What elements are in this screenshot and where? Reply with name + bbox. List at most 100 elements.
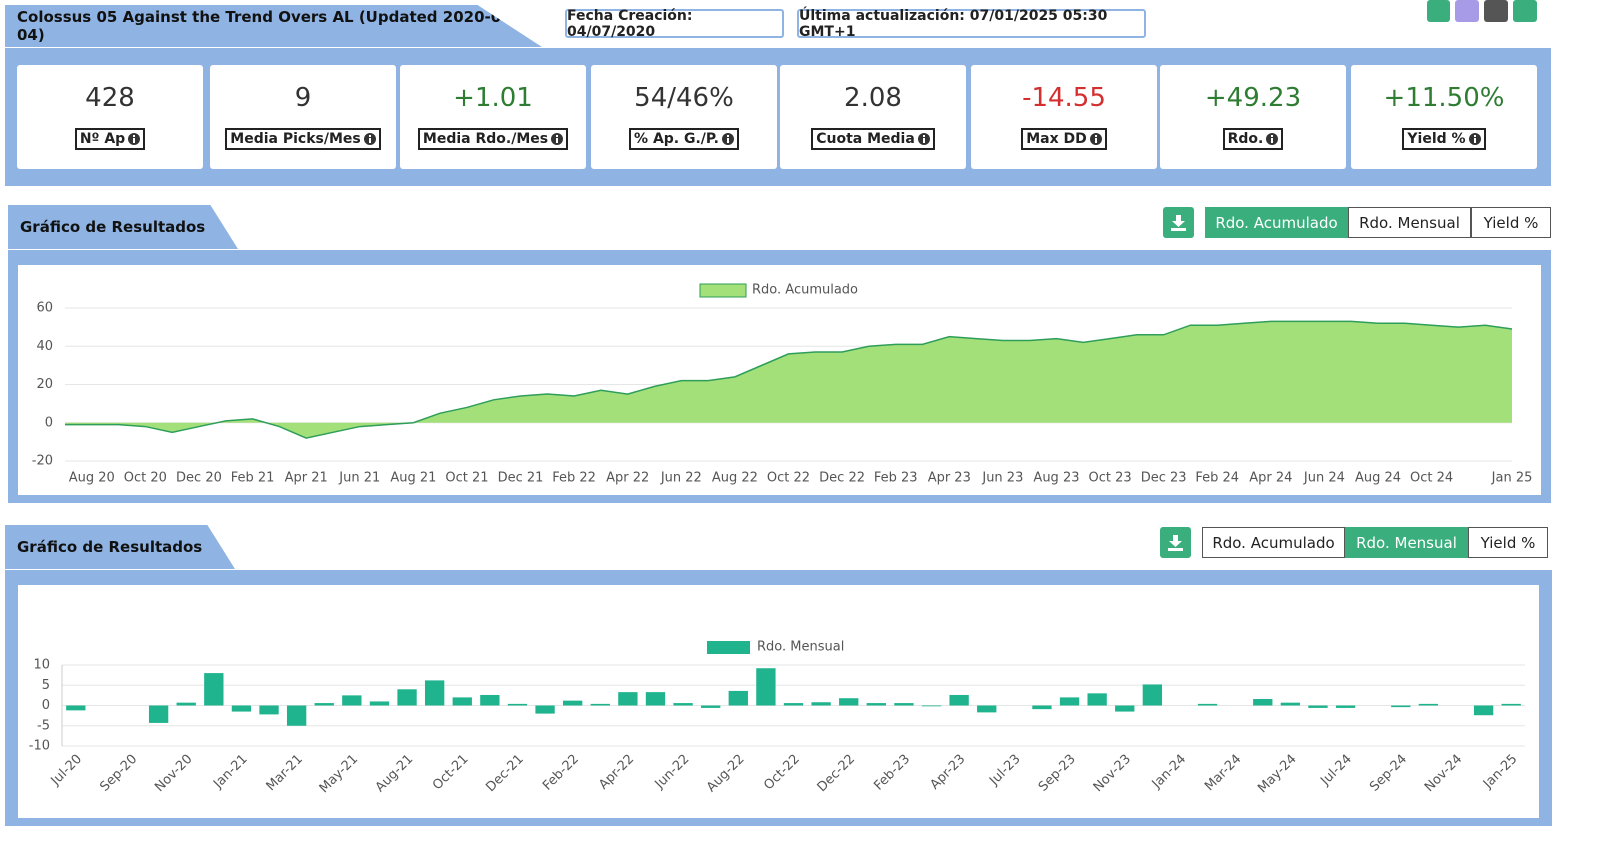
- x-tick-label: Jun 23: [981, 471, 1023, 486]
- download-icon[interactable]: [1513, 0, 1537, 22]
- x-tick-label: Aug 23: [1033, 471, 1079, 486]
- bar: [894, 703, 914, 706]
- x-tick-label: Dec 21: [498, 471, 544, 486]
- stat-label: Cuota Media: [811, 128, 935, 150]
- info-icon[interactable]: [721, 133, 734, 145]
- stat-label: % Ap. G./P.: [629, 128, 739, 150]
- chart-tab-button[interactable]: Rdo. Mensual: [1348, 207, 1471, 238]
- stat-label-text: Cuota Media: [816, 131, 915, 147]
- stat-label-text: % Ap. G./P.: [634, 131, 719, 147]
- download-glyph: [1171, 215, 1186, 231]
- x-tick-label: Oct 23: [1088, 471, 1131, 486]
- info-icon[interactable]: [1468, 133, 1481, 145]
- info-icon[interactable]: [1266, 133, 1279, 145]
- download-button[interactable]: [1163, 207, 1194, 238]
- y-tick-label: -5: [37, 718, 50, 733]
- x-tick-label: Sep-23: [1036, 752, 1079, 795]
- x-tick-label: Apr 23: [928, 471, 971, 486]
- x-tick-label: Mar-24: [1202, 752, 1244, 794]
- x-tick-label: Dec 22: [819, 471, 865, 486]
- x-tick-label: Aug-21: [373, 752, 417, 796]
- info-icon[interactable]: [363, 133, 376, 145]
- stat-card: 428 Nº Ap: [17, 65, 203, 169]
- x-tick-label: Oct 20: [124, 471, 167, 486]
- info-icon[interactable]: [551, 133, 564, 145]
- bar: [811, 702, 831, 706]
- chart-tab-button[interactable]: Rdo. Acumulado: [1205, 207, 1348, 238]
- x-tick-label: Dec 20: [176, 471, 222, 486]
- line: [65, 320, 1513, 439]
- bar: [1142, 684, 1163, 706]
- chart-tab-button[interactable]: Rdo. Mensual: [1345, 527, 1468, 558]
- x-tick-label: Feb-23: [871, 752, 913, 794]
- info-icon[interactable]: [1089, 133, 1102, 145]
- created-date: Fecha Creación: 04/07/2020: [565, 8, 784, 40]
- x-tick-label: Aug 20: [69, 471, 115, 486]
- x-tick-label: Sep-24: [1367, 752, 1410, 795]
- bar: [1087, 693, 1107, 706]
- stat-value: +1.01: [453, 83, 533, 113]
- chart-tab-button[interactable]: Yield %: [1468, 527, 1548, 558]
- check-icon[interactable]: [1427, 0, 1450, 22]
- mail-icon[interactable]: [1455, 0, 1479, 22]
- bar: [977, 705, 997, 713]
- bar: [369, 701, 390, 706]
- x-tick-label: Jul-23: [986, 752, 1023, 789]
- bar: [535, 705, 555, 714]
- bar: [66, 705, 86, 711]
- legend-label: Rdo. Mensual: [757, 640, 844, 655]
- x-tick-label: Jun 21: [338, 471, 380, 486]
- x-tick-label: Oct 22: [767, 471, 810, 486]
- bar: [921, 705, 942, 707]
- bar: [1335, 705, 1356, 708]
- y-tick-label: 0: [42, 698, 50, 713]
- bar: [1253, 699, 1273, 706]
- stat-value: 2.08: [844, 83, 902, 113]
- bar: [728, 690, 748, 706]
- x-tick-label: Oct 21: [445, 471, 488, 486]
- x-tick-label: Jul-20: [48, 752, 85, 789]
- bar: [231, 705, 252, 712]
- y-tick-label: 0: [45, 415, 53, 430]
- info-icon[interactable]: [128, 133, 141, 145]
- bar: [1115, 705, 1135, 712]
- updated-date: Última actualización: 07/01/2025 05:30 G…: [797, 8, 1146, 40]
- download-glyph: [1168, 535, 1183, 551]
- bar: [342, 695, 362, 706]
- x-tick-label: Nov-24: [1422, 752, 1465, 795]
- info-icon[interactable]: [917, 133, 930, 145]
- x-tick-label: Apr-22: [596, 752, 637, 793]
- x-tick-label: Dec-21: [483, 752, 526, 795]
- bar: [452, 697, 472, 706]
- x-tick-label: Jul-24: [1317, 752, 1354, 789]
- stat-card: +11.50% Yield %: [1351, 65, 1537, 169]
- bar: [1418, 703, 1439, 706]
- stat-card: 2.08 Cuota Media: [780, 65, 966, 169]
- bar: [259, 705, 279, 715]
- chart-tab-button[interactable]: Yield %: [1471, 207, 1551, 238]
- x-tick-label: Jan-25: [1480, 752, 1521, 793]
- stat-value: +11.50%: [1383, 83, 1505, 113]
- y-tick-label: 40: [36, 339, 53, 354]
- chart-tab-button[interactable]: Rdo. Acumulado: [1202, 527, 1345, 558]
- x-tick-label: Nov-23: [1091, 752, 1134, 795]
- bar: [590, 703, 610, 706]
- bar: [480, 694, 500, 706]
- bar: [286, 705, 307, 726]
- y-tick-label: 10: [33, 658, 50, 673]
- copy-icon[interactable]: [1484, 0, 1508, 22]
- section-tab: Gráfico de Resultados: [8, 205, 238, 249]
- bar: [1032, 705, 1052, 710]
- bar: [673, 703, 693, 706]
- stat-label: Yield %: [1402, 128, 1486, 150]
- x-tick-label: Dec 23: [1141, 471, 1187, 486]
- x-tick-label: Feb 21: [231, 471, 275, 486]
- x-tick-label: Dec-22: [815, 752, 858, 795]
- download-button[interactable]: [1160, 527, 1191, 558]
- section-tab: Gráfico de Resultados: [5, 525, 235, 569]
- bar: [563, 700, 583, 706]
- x-tick-label: Jan-24: [1149, 752, 1190, 793]
- bar: [701, 705, 721, 708]
- bar: [1391, 705, 1411, 708]
